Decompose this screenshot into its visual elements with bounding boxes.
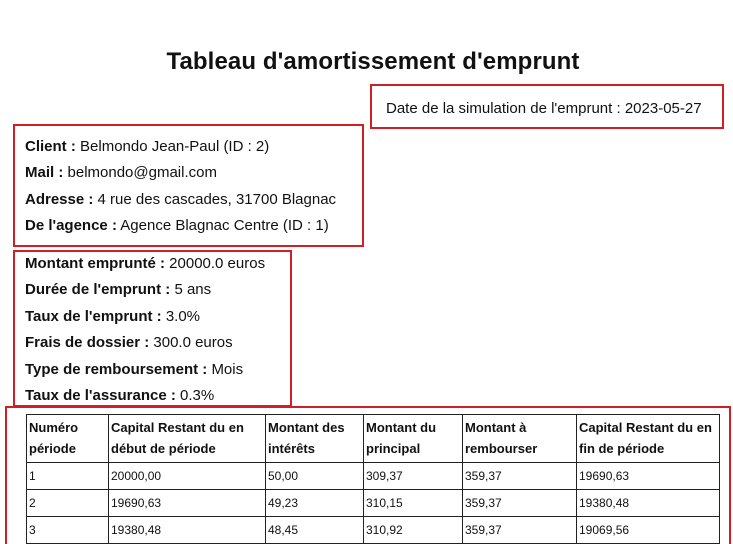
simulation-date-box: Date de la simulation de l'emprunt : 202… <box>370 84 724 129</box>
client-value: Belmondo Jean-Paul (ID : 2) <box>80 138 270 155</box>
repayment-type-label: Type de remboursement : <box>25 361 208 378</box>
loan-rate-label: Taux de l'emprunt : <box>25 308 162 325</box>
repayment-type-value: Mois <box>211 361 244 378</box>
agency-label: De l'agence : <box>25 217 117 234</box>
loan-amount-row: Montant emprunté : 20000.0 euros <box>25 255 265 272</box>
insurance-rate-label: Taux de l'assurance : <box>25 387 176 404</box>
cell-principal-amount: 309,37 <box>363 462 463 490</box>
mail-row: Mail : belmondo@gmail.com <box>25 164 217 181</box>
page-title: Tableau d'amortissement d'emprunt <box>166 48 580 75</box>
agency-value: Agence Blagnac Centre (ID : 1) <box>120 217 329 234</box>
cell-capital-start: 19690,63 <box>108 489 266 517</box>
loan-amount-label: Montant emprunté : <box>25 255 165 272</box>
cell-repayment-amount: 359,37 <box>462 462 577 490</box>
cell-repayment-amount: 359,37 <box>462 489 577 517</box>
loan-fees-row: Frais de dossier : 300.0 euros <box>25 334 233 351</box>
simulation-date-label: Date de la simulation de l'emprunt : <box>386 100 621 117</box>
insurance-rate-value: 0.3% <box>180 387 215 404</box>
insurance-rate-row: Taux de l'assurance : 0.3% <box>25 387 214 404</box>
loan-duration-label: Durée de l'emprunt : <box>25 281 171 298</box>
cell-interest-amount: 48,45 <box>265 516 364 544</box>
loan-details-box: Montant emprunté : 20000.0 euros Durée d… <box>13 250 292 407</box>
cell-interest-amount: 49,23 <box>265 489 364 517</box>
simulation-date-value: 2023-05-27 <box>624 100 702 117</box>
simulation-date-line: Date de la simulation de l'emprunt : 202… <box>386 100 702 117</box>
client-info-box: Client : Belmondo Jean-Paul (ID : 2) Mai… <box>13 124 364 247</box>
loan-amount-value: 20000.0 euros <box>169 255 266 272</box>
cell-repayment-amount: 359,37 <box>462 516 577 544</box>
header-principal-amount: Montant du principal <box>363 414 463 463</box>
loan-duration-value: 5 ans <box>174 281 212 298</box>
cell-capital-end: 19069,56 <box>576 516 720 544</box>
cell-capital-start: 20000,00 <box>108 462 266 490</box>
address-value: 4 rue des cascades, 31700 Blagnac <box>97 191 337 208</box>
cell-capital-start: 19380,48 <box>108 516 266 544</box>
address-row: Adresse : 4 rue des cascades, 31700 Blag… <box>25 191 336 208</box>
cell-capital-end: 19690,63 <box>576 462 720 490</box>
header-interest-amount: Montant des intérêts <box>265 414 364 463</box>
header-period-number: Numéro période <box>26 414 109 463</box>
address-label: Adresse : <box>25 191 94 208</box>
client-label: Client : <box>25 138 76 155</box>
cell-period-number: 3 <box>26 516 109 544</box>
repayment-type-row: Type de remboursement : Mois <box>25 361 243 378</box>
loan-rate-row: Taux de l'emprunt : 3.0% <box>25 308 200 325</box>
amortization-table: Numéro période Capital Restant du en déb… <box>26 414 720 544</box>
loan-fees-value: 300.0 euros <box>153 334 233 351</box>
amortization-table-box <box>5 406 731 544</box>
table-row: 1 20000,00 50,00 309,37 359,37 19690,63 <box>26 462 720 490</box>
cell-period-number: 1 <box>26 462 109 490</box>
mail-value: belmondo@gmail.com <box>67 164 217 181</box>
cell-interest-amount: 50,00 <box>265 462 364 490</box>
client-row: Client : Belmondo Jean-Paul (ID : 2) <box>25 138 269 155</box>
loan-fees-label: Frais de dossier : <box>25 334 150 351</box>
cell-principal-amount: 310,92 <box>363 516 463 544</box>
cell-period-number: 2 <box>26 489 109 517</box>
header-capital-start: Capital Restant du en début de période <box>108 414 266 463</box>
cell-principal-amount: 310,15 <box>363 489 463 517</box>
loan-rate-value: 3.0% <box>165 308 201 325</box>
loan-duration-row: Durée de l'emprunt : 5 ans <box>25 281 211 298</box>
header-capital-end: Capital Restant du en fin de période <box>576 414 720 463</box>
mail-label: Mail : <box>25 164 64 181</box>
table-header-row: Numéro période Capital Restant du en déb… <box>26 414 720 463</box>
agency-row: De l'agence : Agence Blagnac Centre (ID … <box>25 217 329 234</box>
table-row: 2 19690,63 49,23 310,15 359,37 19380,48 <box>26 489 720 517</box>
cell-capital-end: 19380,48 <box>576 489 720 517</box>
table-row: 3 19380,48 48,45 310,92 359,37 19069,56 <box>26 516 720 544</box>
header-repayment-amount: Montant à rembourser <box>462 414 577 463</box>
